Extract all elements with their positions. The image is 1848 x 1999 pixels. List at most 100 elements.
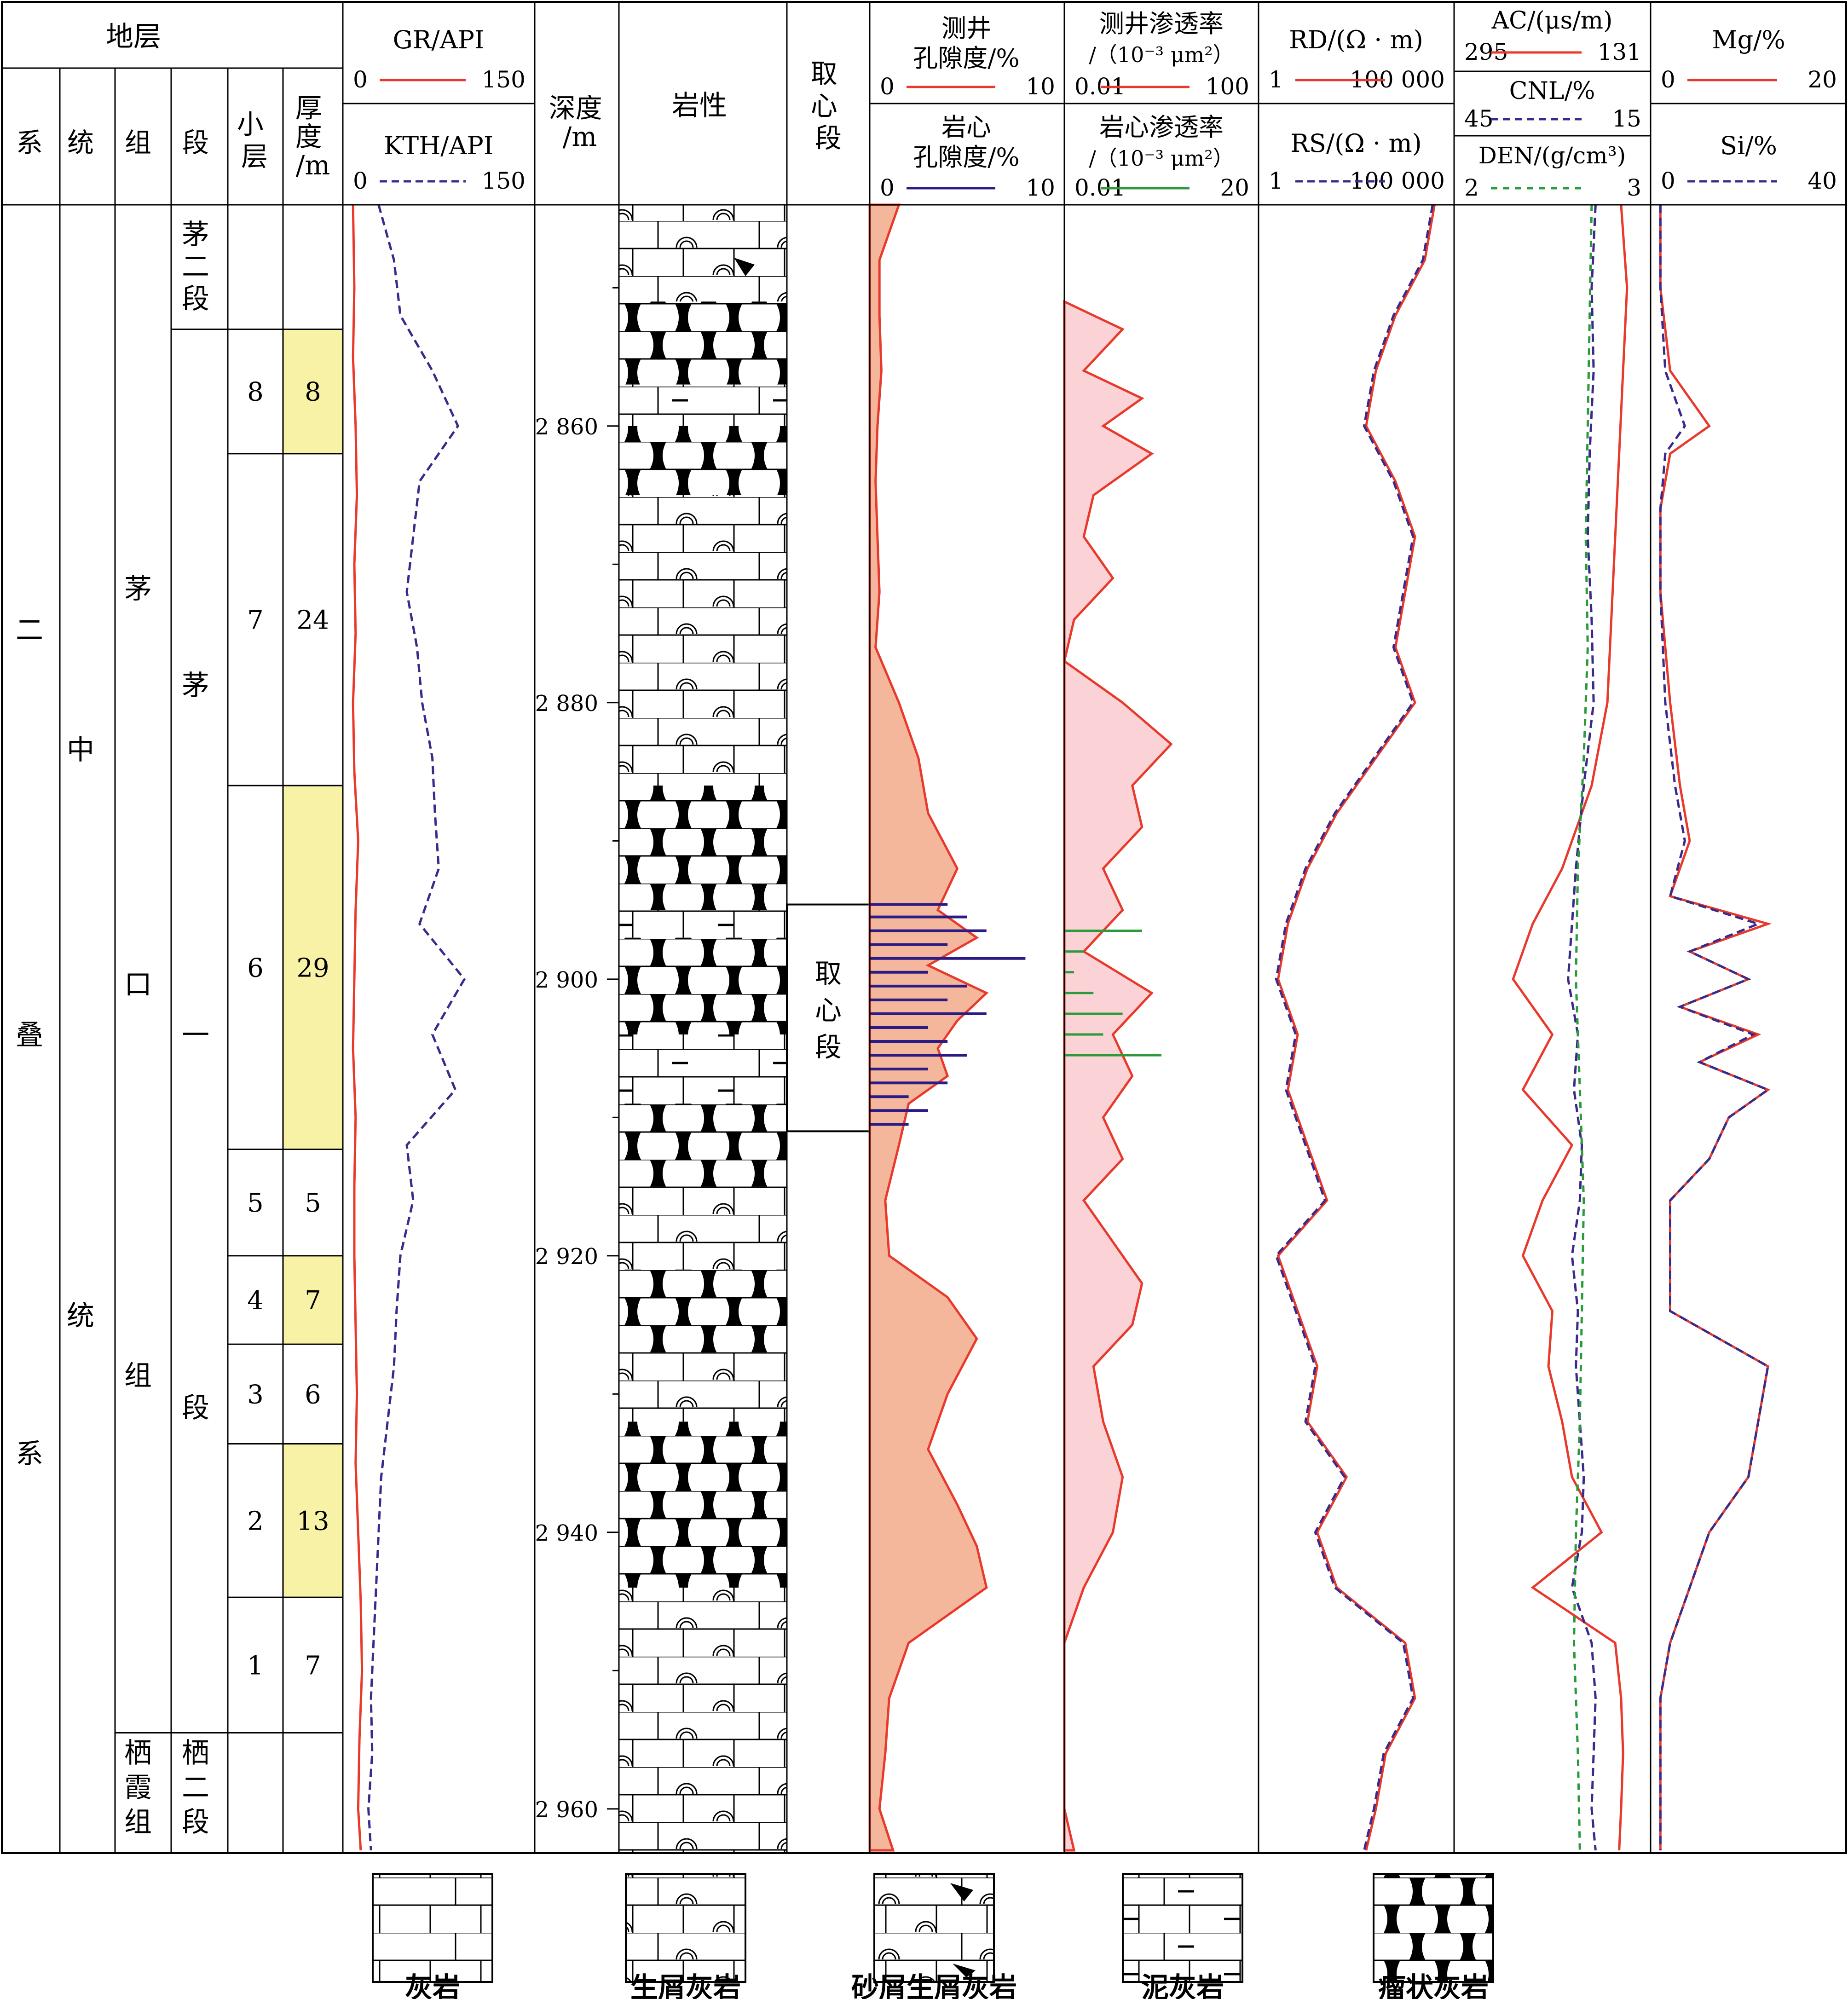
sand-grain-marker — [734, 258, 755, 276]
gr-scale-max: 150 — [482, 66, 526, 93]
header-core-1: 取 — [811, 58, 837, 89]
por-core-scale-min: 0 — [880, 174, 895, 201]
zu-upper-2: 组 — [124, 1360, 152, 1392]
duan-mao1-0: 茅 — [182, 670, 209, 702]
si-scale-min: 0 — [1661, 168, 1675, 194]
kth-label: KTH/API — [384, 131, 493, 160]
legend-swatch-nodular — [1373, 1873, 1494, 1983]
litho-bio-10 — [619, 1186, 787, 1270]
tong-0: 中 — [67, 734, 94, 766]
layer-no-6: 6 — [247, 953, 264, 983]
den-scale-min: 2 — [1464, 174, 1479, 201]
zu-upper-0: 茅 — [124, 573, 152, 605]
duan-qi2-2: 段 — [182, 1806, 209, 1838]
por-core-scale-max: 10 — [1026, 174, 1055, 201]
curve-den — [1572, 204, 1593, 1851]
depth-label-3: 2 920 — [535, 1244, 598, 1270]
zu-upper-1: 口 — [124, 969, 152, 1001]
perm-core-label-2: /（10⁻³ μm²） — [1089, 146, 1234, 171]
legend-sand-marker-1 — [950, 1883, 973, 1901]
si-label: Si/% — [1720, 131, 1777, 160]
rs-scale-min: 1 — [1269, 168, 1283, 194]
core-section-box — [786, 903, 871, 1132]
depth-label-4: 2 940 — [535, 1520, 598, 1546]
layer-thick-5: 5 — [305, 1188, 321, 1218]
header-zu: 组 — [125, 127, 151, 158]
por-log-scale-max: 10 — [1026, 73, 1055, 100]
core-section-label-2: 段 — [815, 1032, 842, 1063]
mg-label: Mg/% — [1712, 25, 1785, 54]
cnl-label: CNL/% — [1509, 77, 1595, 105]
header-xi: 系 — [16, 127, 43, 158]
curve-kth — [367, 204, 466, 1851]
layer-no-1: 1 — [247, 1651, 264, 1681]
por-log-scale-min: 0 — [880, 73, 895, 100]
depth-label-5: 2 960 — [535, 1797, 598, 1823]
legend-swatch-limestone — [372, 1873, 493, 1983]
thick-highlight-6 — [283, 786, 343, 1150]
lithology-column: 取心段 — [619, 205, 871, 1853]
outer-frame — [1, 1, 1847, 1854]
mg-scale-max: 20 — [1808, 66, 1837, 93]
mg-scale-min: 0 — [1661, 66, 1675, 93]
por-core-label-2: 孔隙度/% — [913, 143, 1020, 172]
depth-label-1: 2 880 — [535, 691, 598, 716]
curve-ac — [1512, 204, 1629, 1851]
ac-scale-max: 131 — [1598, 39, 1641, 65]
litho-nodular-1 — [619, 301, 787, 385]
por-core-label-1: 岩心 — [941, 113, 991, 142]
thick-highlight-4 — [283, 1255, 343, 1345]
xi-1: 叠 — [16, 1019, 43, 1051]
duan-mao2-0: 茅 — [182, 219, 209, 251]
kth-scale-max: 150 — [482, 168, 526, 194]
curve-gr — [352, 204, 364, 1851]
curve-cnl — [1567, 204, 1597, 1851]
perm-log-label-2: /（10⁻³ μm²） — [1089, 42, 1234, 67]
litho-bio-12 — [619, 1352, 787, 1422]
litho-marl-8 — [619, 1034, 787, 1104]
header-sub-1: 小 — [237, 109, 264, 140]
rd-label: RD/(Ω · m) — [1289, 25, 1423, 54]
layer-no-3: 3 — [247, 1380, 264, 1410]
duan-qi2-0: 栖 — [182, 1737, 209, 1769]
header-depth: 深度 /m — [549, 92, 611, 152]
duan-mao1-1: 一 — [182, 1019, 209, 1051]
litho-bio-14 — [619, 1588, 787, 1853]
litho-bio-0 — [619, 205, 787, 302]
layer-thick-2: 13 — [296, 1506, 329, 1536]
curve-si — [1659, 205, 1771, 1850]
thick-highlight-8 — [283, 329, 343, 454]
zu-lower-0: 栖 — [124, 1737, 152, 1769]
legend-label-bio: 生屑灰岩 — [630, 1972, 741, 1999]
header-thick-2: 度 — [295, 121, 322, 152]
depth-label-0: 2 860 — [535, 414, 598, 440]
den-scale-max: 3 — [1627, 174, 1641, 201]
legend-sand-marker-2 — [953, 1964, 976, 1977]
layer-no-5: 5 — [247, 1188, 264, 1218]
litho-nodular-11 — [619, 1269, 787, 1353]
layer-thick-7: 24 — [296, 606, 329, 636]
litho-nodular-9 — [619, 1103, 787, 1187]
header-litho: 岩性 — [672, 90, 727, 122]
perm-core-label-1: 岩心渗透率 — [1099, 113, 1224, 142]
layer-thick-3: 6 — [305, 1380, 321, 1410]
header-tong: 统 — [67, 127, 94, 158]
rs-label: RS/(Ω · m) — [1290, 129, 1421, 158]
cnl-scale-max: 15 — [1612, 105, 1641, 132]
header-duan: 段 — [182, 127, 209, 158]
litho-bio-4 — [619, 495, 787, 786]
legend-label-limestone: 灰岩 — [405, 1972, 460, 1999]
thick-highlight-2 — [283, 1444, 343, 1598]
layer-thick-1: 7 — [305, 1651, 321, 1681]
header-depth-1: 深度 — [549, 92, 602, 124]
header-thick: 厚 度 /m — [295, 92, 330, 181]
header-sub-2: 层 — [241, 141, 268, 172]
litho-marl-6 — [619, 910, 787, 938]
zu-lower-1: 霞 — [124, 1772, 152, 1804]
legend-label-sandybio: 砂屑生屑灰岩 — [851, 1972, 1017, 1999]
legend-label-marl: 泥灰岩 — [1141, 1972, 1224, 1999]
perm-log-scale-max: 100 — [1206, 73, 1249, 100]
